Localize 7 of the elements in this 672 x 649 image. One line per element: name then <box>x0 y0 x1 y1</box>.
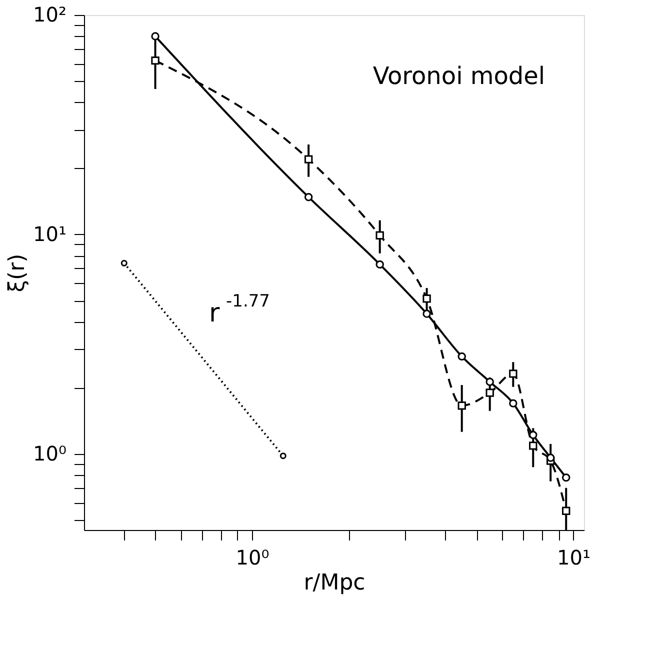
annotation: Voronoi model <box>372 62 546 90</box>
y-axis-title: ξ(r) <box>5 254 30 292</box>
y-tick-label: 10² <box>33 2 66 26</box>
annotation: r-1.77 <box>209 292 270 329</box>
y-tick-label: 10¹ <box>33 222 66 246</box>
y-tick-label: 10⁰ <box>33 441 66 466</box>
x-axis-title: r/Mpc <box>304 570 366 596</box>
